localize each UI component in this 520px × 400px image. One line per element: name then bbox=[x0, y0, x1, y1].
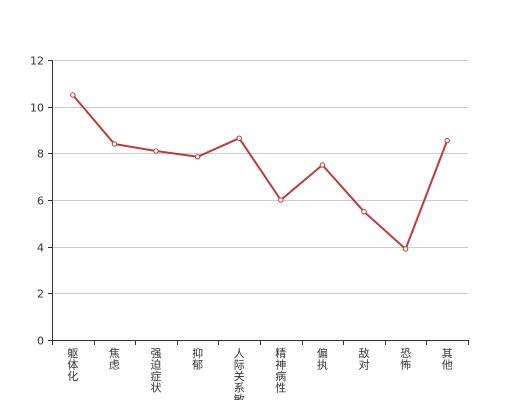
data-point-9 bbox=[444, 137, 450, 144]
xtick-label-4: 人际关系敏感 bbox=[234, 347, 245, 400]
series bbox=[70, 92, 450, 252]
series-line-0 bbox=[72, 94, 449, 250]
x-axis-ticks: 躯体化 焦虑 强迫症状 抑郁 人际关系敏感 精神病性 偏执 敌对 恐怖 其他 bbox=[52, 340, 469, 400]
data-point-2 bbox=[153, 148, 159, 154]
xtick-label-3: 抑郁 bbox=[192, 346, 203, 372]
data-point-5 bbox=[278, 197, 284, 203]
xtick-label-8: 恐怖 bbox=[400, 347, 411, 372]
ytick-label-8: 8 bbox=[37, 148, 44, 161]
ytick-label-4: 4 bbox=[37, 242, 44, 255]
data-point-3 bbox=[194, 154, 201, 160]
gridlines bbox=[52, 60, 468, 294]
data-point-4 bbox=[236, 135, 242, 141]
data-point-7 bbox=[361, 209, 367, 215]
xtick-label-0: 躯体化 bbox=[67, 347, 78, 383]
xtick-label-5: 精神病性 bbox=[275, 347, 286, 395]
ytick-label-0: 0 bbox=[37, 335, 44, 348]
data-point-6 bbox=[319, 162, 326, 168]
ytick-label-2: 2 bbox=[37, 288, 44, 301]
ytick-label-12: 12 bbox=[30, 55, 44, 68]
data-point-1 bbox=[111, 141, 118, 147]
xtick-label-7: 敌对 bbox=[359, 346, 370, 372]
data-point-0 bbox=[70, 92, 76, 98]
y-axis-ticks: 0 2 4 6 8 10 12 bbox=[30, 55, 52, 348]
xtick-label-1: 焦虑 bbox=[109, 347, 120, 372]
ytick-label-6: 6 bbox=[37, 195, 44, 208]
xtick-label-9: 其他 bbox=[442, 347, 453, 372]
data-point-8 bbox=[402, 246, 409, 252]
ytick-label-10: 10 bbox=[30, 102, 44, 115]
xtick-label-6: 偏执 bbox=[317, 346, 328, 372]
xtick-label-2: 强迫症状 bbox=[151, 347, 162, 395]
